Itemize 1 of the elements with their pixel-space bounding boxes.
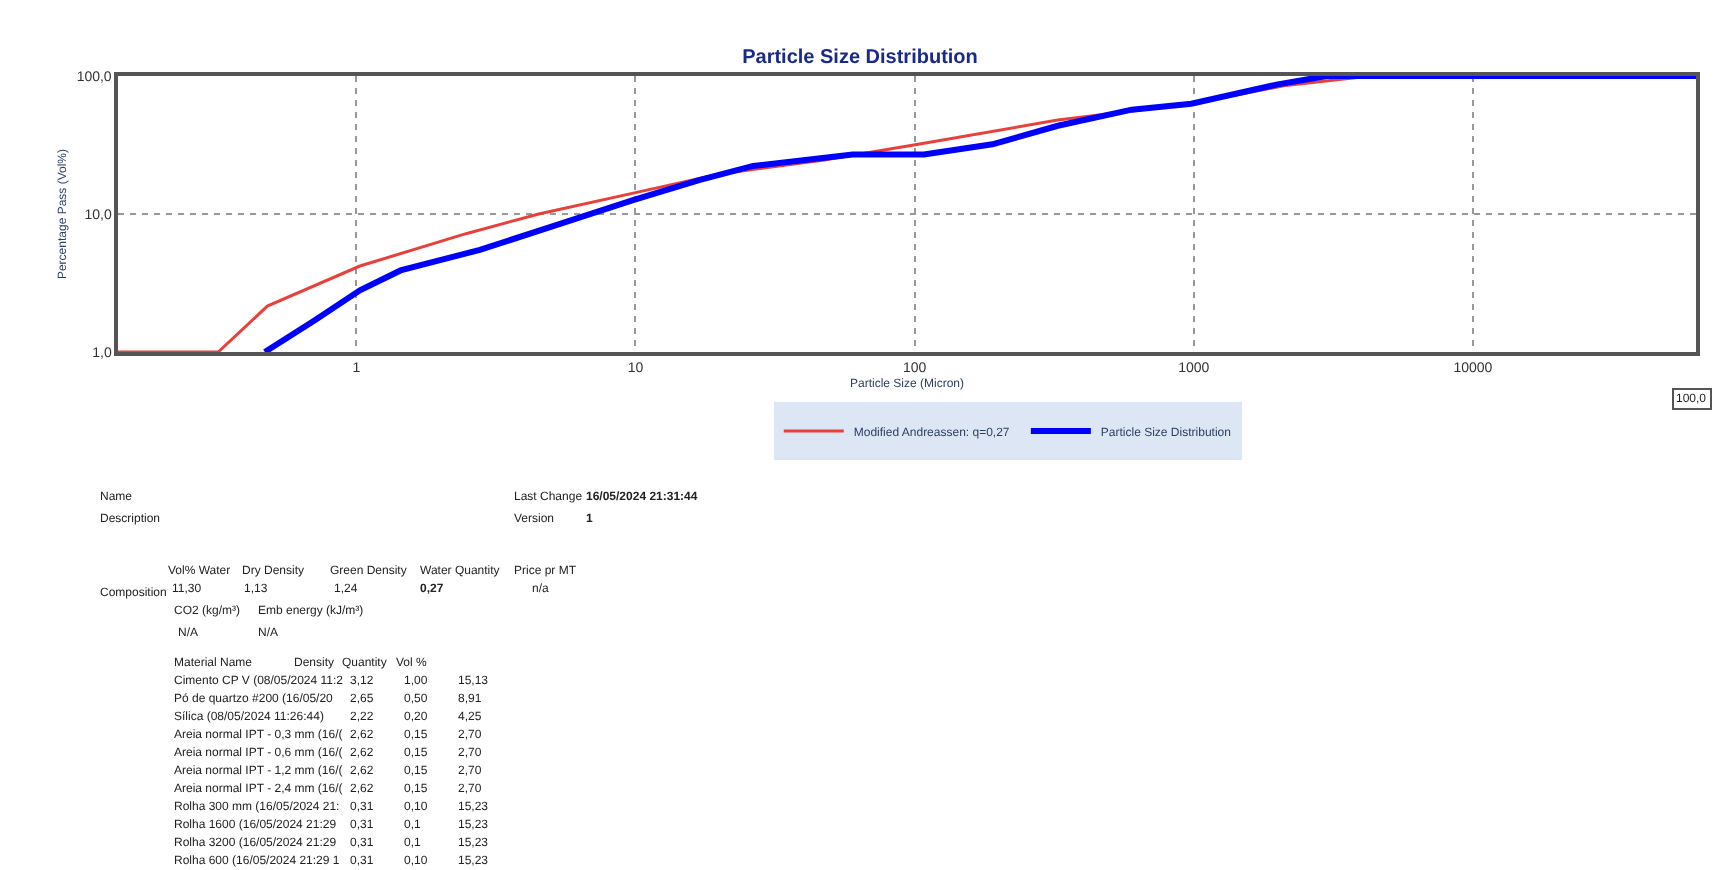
chart-title: Particle Size Distribution xyxy=(742,47,978,69)
